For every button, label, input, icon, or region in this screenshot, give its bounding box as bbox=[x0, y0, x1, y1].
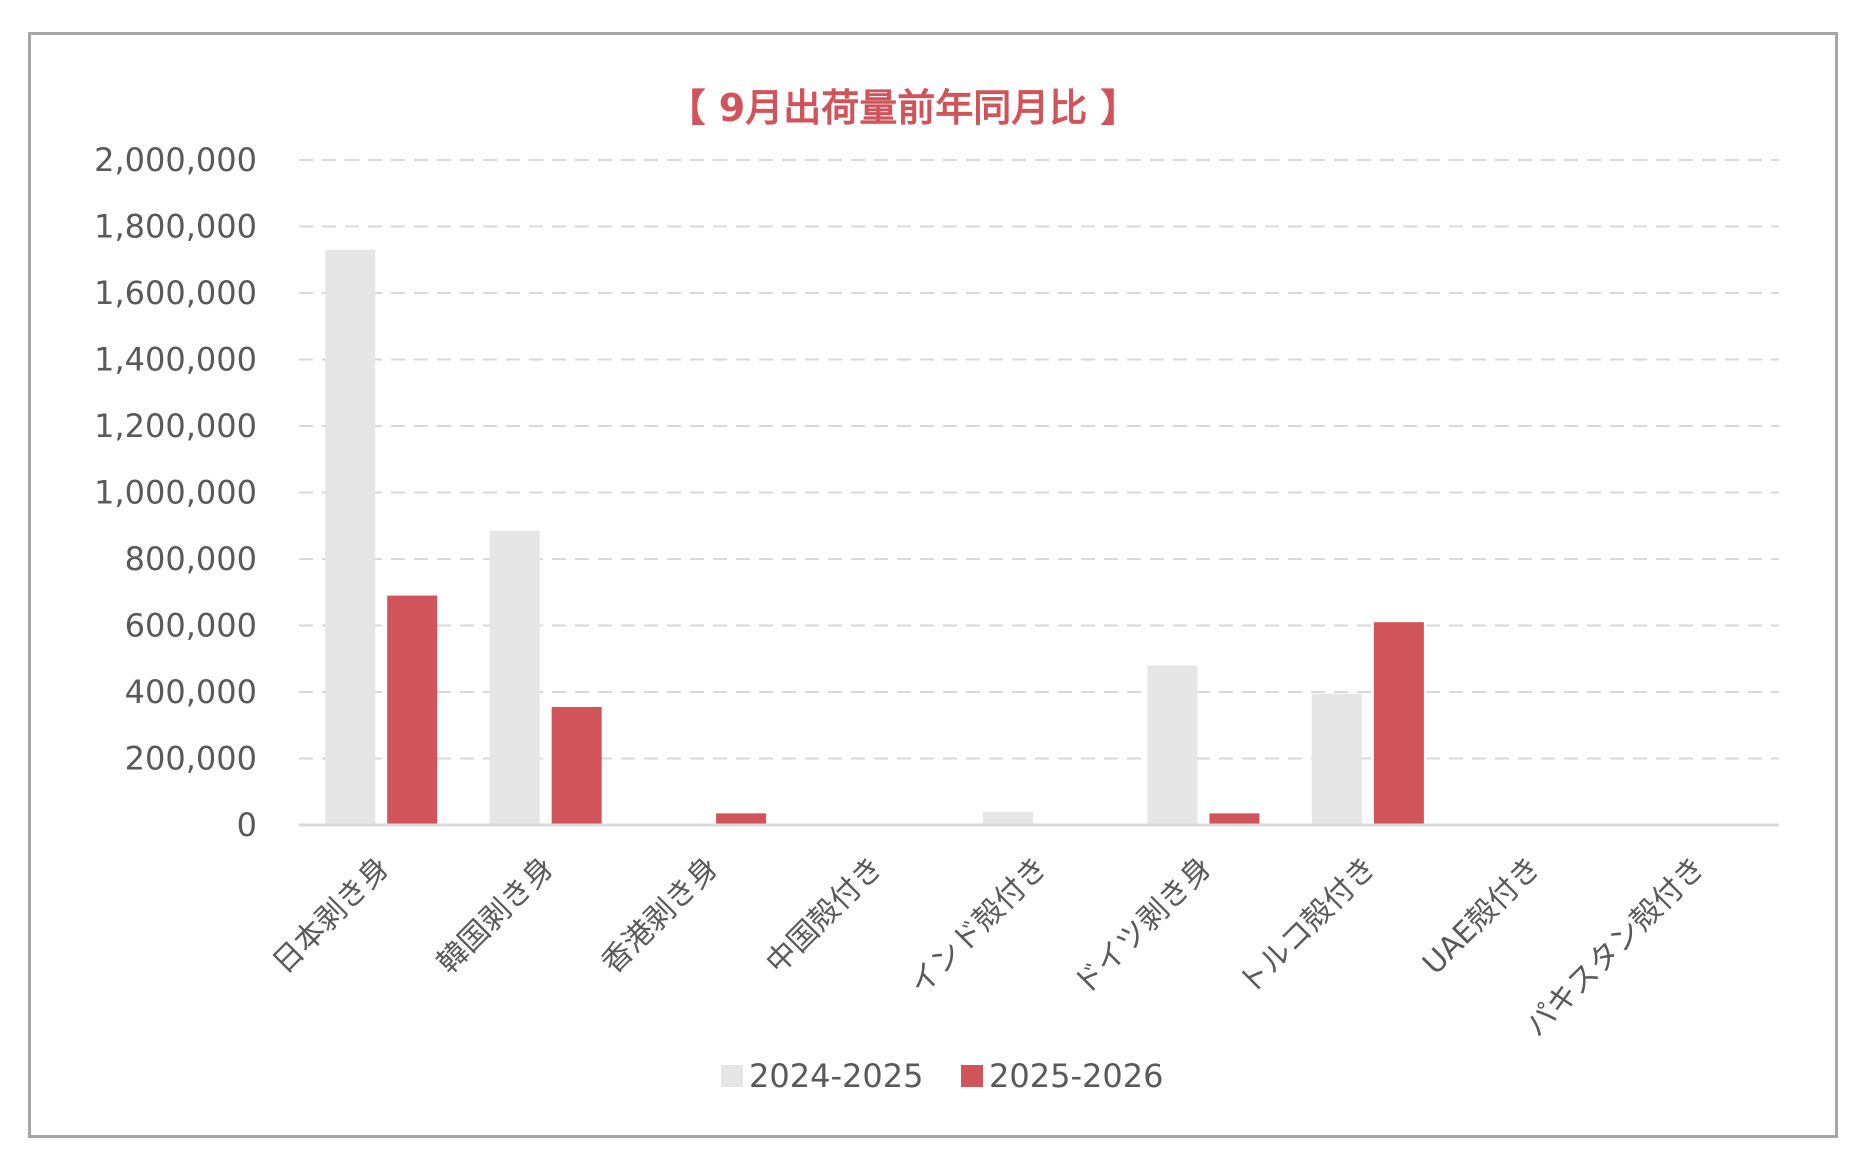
y-tick-label: 1,400,000 bbox=[94, 341, 257, 379]
bar-1-1 bbox=[325, 249, 376, 825]
bar-2-2 bbox=[551, 706, 602, 825]
y-tick-label: 1,600,000 bbox=[94, 274, 257, 312]
bar-chart: 【 9月出荷量前年同月比 】 0 200,000 400,000 600,000 800… bbox=[94, 86, 1779, 1095]
y-tick-label: 0 bbox=[237, 806, 257, 844]
x-tick-label: 日本剥き身 bbox=[266, 850, 397, 981]
x-tick-label: 香港剥き身 bbox=[595, 850, 726, 981]
legend-swatch bbox=[961, 1065, 983, 1087]
x-tick-label: UAE殻付き bbox=[1416, 850, 1548, 982]
y-tick-label: 200,000 bbox=[125, 740, 257, 778]
legend: 2024-2025 2025-2026 bbox=[721, 1057, 1163, 1095]
y-tick-label: 1,200,000 bbox=[94, 407, 257, 445]
y-tick-label: 1,000,000 bbox=[94, 474, 257, 512]
y-tick-label: 2,000,000 bbox=[94, 141, 257, 179]
x-axis-ticks: 日本剥き身 韓国剥き身 香港剥き身 中国殻付き インド殻付き ドイツ剥き身 トルコ殻付き UA… bbox=[266, 850, 1712, 1044]
x-tick-label: パキスタン殻付き bbox=[1519, 850, 1713, 1044]
bar-1-5 bbox=[983, 811, 1033, 825]
y-tick-label: 600,000 bbox=[125, 607, 257, 645]
x-tick-label: ドイツ剥き身 bbox=[1067, 850, 1219, 1002]
bar-2-6 bbox=[1209, 813, 1260, 825]
y-tick-label: 1,800,000 bbox=[94, 208, 257, 246]
x-tick-label: 中国殻付き bbox=[759, 850, 890, 981]
bar-2-3 bbox=[716, 813, 767, 825]
bar-1-7 bbox=[1311, 693, 1362, 825]
bar-2-7 bbox=[1373, 622, 1424, 825]
gridlines bbox=[299, 159, 1779, 760]
legend-label: 2024-2025 bbox=[749, 1057, 923, 1095]
x-tick-label: 韓国剥き身 bbox=[431, 850, 562, 981]
bar-1-6 bbox=[1147, 665, 1198, 825]
legend-swatch bbox=[721, 1065, 743, 1087]
bar-2-1 bbox=[387, 595, 438, 825]
x-tick-label: トルコ殻付き bbox=[1232, 850, 1384, 1002]
bar-1-2 bbox=[489, 530, 540, 825]
y-tick-label: 400,000 bbox=[125, 673, 257, 711]
chart-frame: 【 9月出荷量前年同月比 】 0 200,000 400,000 600,000 800… bbox=[28, 32, 1838, 1138]
bars bbox=[325, 249, 1424, 825]
y-axis-ticks: 0 200,000 400,000 600,000 800,000 1,000,000 1,… bbox=[94, 141, 257, 844]
x-tick-label: インド殻付き bbox=[903, 850, 1055, 1002]
chart-title: 【 9月出荷量前年同月比 】 bbox=[668, 86, 1139, 130]
legend-label: 2025-2026 bbox=[989, 1057, 1163, 1095]
y-tick-label: 800,000 bbox=[125, 540, 257, 578]
